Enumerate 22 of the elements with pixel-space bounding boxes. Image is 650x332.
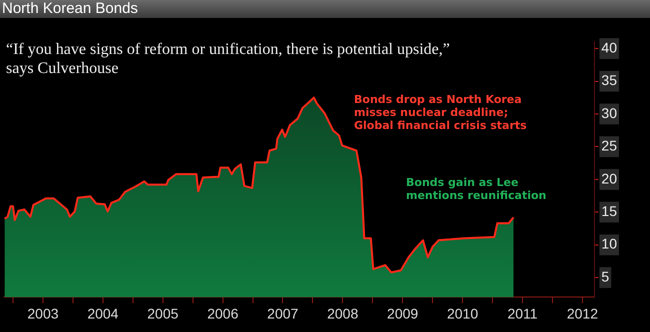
y-tick-label: 15 [601,202,618,219]
x-tick-label: 2006 [207,305,239,322]
x-tick-label: 2003 [27,305,59,322]
x-tick-label: 2011 [507,305,538,322]
y-tick-label: 10 [601,236,618,252]
annotation: Bonds gain as Lee mentions reunification [406,176,548,202]
chart-title: North Korean Bonds [0,0,650,18]
x-tick-label: 2008 [327,305,358,322]
x-tick-label: 2012 [566,305,598,322]
x-tick-label: 2010 [446,305,478,322]
annotation: “If you have signs of reform or unification, there is potential upside,” says Culverhouse [6,40,451,78]
x-tick-label: 2004 [87,305,119,322]
y-tick-label: 30 [601,104,618,121]
y-tick-label: 5 [601,268,610,284]
x-tick-label: 2009 [387,305,418,322]
y-tick-label: 35 [601,72,618,88]
y-tick-label: 25 [601,138,618,154]
x-tick-label: 2005 [147,305,179,322]
y-tick-label: 40 [601,39,618,56]
annotation: Bonds drop as North Korea misses nuclear deadline; Global financial crisis starts [354,93,528,132]
y-tick-label: 20 [601,170,618,186]
x-tick-label: 2007 [267,305,299,322]
